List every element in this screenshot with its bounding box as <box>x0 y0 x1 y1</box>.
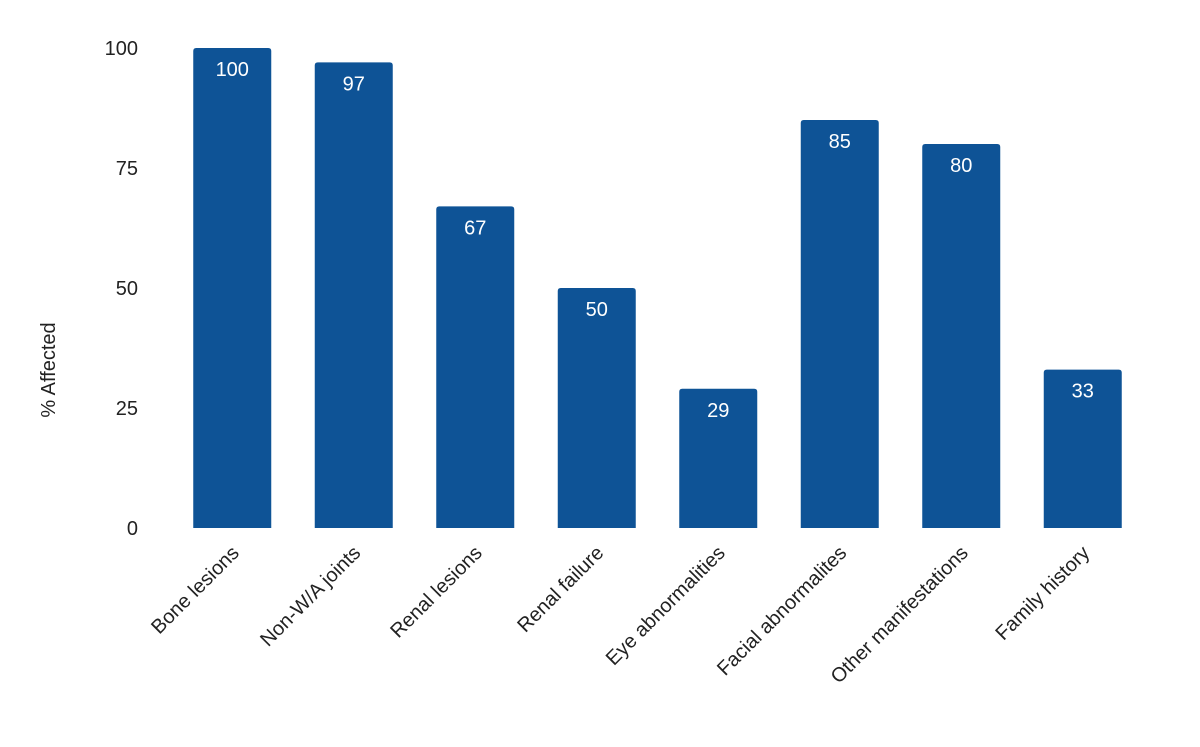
bar-data-label: 67 <box>464 217 486 239</box>
x-axis-labels: Bone lesions Non-W/A joints Renal lesions R… <box>147 542 1094 688</box>
y-axis-ticks: 0 25 50 75 100 <box>105 38 138 540</box>
y-tick-label: 100 <box>105 38 138 60</box>
bar-data-label: 97 <box>343 73 365 95</box>
bar-data-label: 85 <box>829 131 851 153</box>
bar-data-label: 33 <box>1072 381 1094 403</box>
bar <box>1043 369 1122 528</box>
x-category-label: Eye abnormalities <box>602 542 730 670</box>
x-category-label: Bone lesions <box>147 542 244 639</box>
x-category-label: Other manifestations <box>827 542 973 688</box>
data-labels: 100 97 67 50 29 85 80 33 <box>216 59 1094 422</box>
y-tick-label: 75 <box>116 158 138 180</box>
bar <box>800 120 879 528</box>
x-category-label: Renal lesions <box>386 542 486 642</box>
bar <box>436 206 515 528</box>
bars <box>193 48 1122 529</box>
y-tick-label: 0 <box>127 518 138 540</box>
y-tick-label: 25 <box>116 398 138 420</box>
x-category-label: Renal failure <box>513 542 608 637</box>
bar-data-label: 100 <box>216 59 249 81</box>
bar-data-label: 80 <box>950 155 972 177</box>
bar <box>193 48 272 528</box>
x-category-label: Facial abnormalites <box>713 542 851 680</box>
bar <box>679 388 758 528</box>
x-category-label: Non-W/A joints <box>256 542 365 651</box>
x-category-label: Family history <box>992 542 1095 645</box>
y-axis-label: % Affected <box>38 322 60 417</box>
y-tick-label: 50 <box>116 278 138 300</box>
bar <box>314 62 393 529</box>
bar-data-label: 29 <box>707 400 729 422</box>
bar <box>922 144 1001 528</box>
bar <box>557 288 636 528</box>
bar-data-label: 50 <box>586 299 608 321</box>
